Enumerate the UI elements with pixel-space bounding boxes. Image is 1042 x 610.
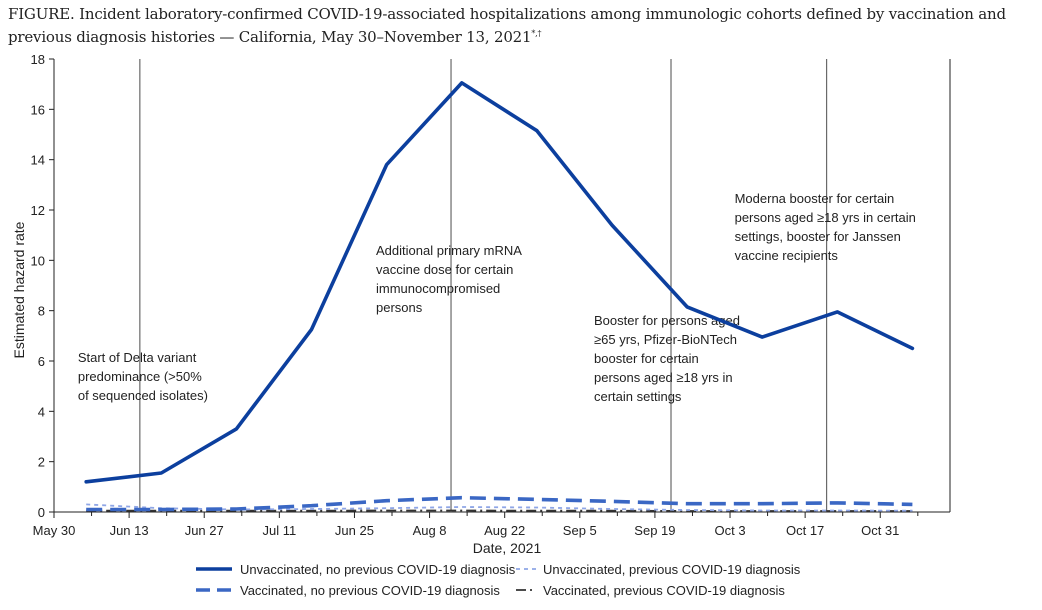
event-label-line: Booster for persons aged (594, 313, 740, 328)
event-label-line: of sequenced isolates) (78, 388, 208, 403)
event-label-line: Start of Delta variant (78, 350, 197, 365)
event-label-line: vaccine recipients (735, 248, 839, 263)
series-line (84, 81, 915, 484)
x-tick-label: Jun 25 (335, 523, 374, 538)
y-tick-label: 2 (38, 455, 45, 470)
legend-label: Vaccinated, previous COVID-19 diagnosis (543, 583, 785, 598)
x-tick-label: Oct 17 (786, 523, 824, 538)
x-tick-label: Jul 11 (262, 523, 296, 538)
x-axis: May 30 Jun 13 Jun 27 Jul 11 Jun 25 Aug 8 Aug 2… (33, 512, 919, 538)
y-tick-label: 18 (31, 52, 45, 67)
event-label-line: vaccine dose for certain (376, 262, 513, 277)
y-tick-label: 14 (31, 153, 45, 168)
x-tick-label: Oct 3 (714, 523, 745, 538)
figure-title-text: FIGURE. Incident laboratory-confirmed CO… (8, 5, 1006, 46)
y-tick-label: 12 (31, 203, 45, 218)
event-label-line: settings, booster for Janssen (735, 229, 901, 244)
x-tick-label: Aug 22 (484, 523, 525, 538)
legend-label: Unvaccinated, previous COVID-19 diagnosi… (543, 562, 801, 577)
y-tick-label: 10 (31, 253, 45, 268)
event-lines (139, 59, 828, 512)
event-label-line: persons aged ≥18 yrs in (594, 370, 733, 385)
y-tick-label: 16 (31, 102, 45, 117)
legend-label: Vaccinated, no previous COVID-19 diagnos… (240, 583, 500, 598)
y-tick-label: 4 (38, 404, 45, 419)
x-tick-label: Jun 13 (110, 523, 149, 538)
x-tick-label: Jun 27 (185, 523, 224, 538)
series-line (86, 495, 913, 512)
y-tick-label: 8 (38, 304, 45, 319)
series-line (86, 503, 913, 512)
event-label-line: immunocompromised (376, 281, 500, 296)
plot-frame (53, 59, 951, 513)
event-labels: Start of Delta variant predominance (>50%… (78, 191, 916, 404)
event-label-line: persons (376, 300, 423, 315)
event-label-line: Additional primary mRNA (376, 243, 522, 258)
y-tick-label: 0 (38, 505, 45, 520)
figure-title-footnote-marks: *,† (531, 29, 542, 38)
x-tick-label: Sep 5 (563, 523, 597, 538)
legend-label: Unvaccinated, no previous COVID-19 diagn… (240, 562, 516, 577)
x-tick-label: Aug 8 (413, 523, 447, 538)
y-axis-title: Estimated hazard rate (11, 221, 27, 358)
x-axis-title: Date, 2021 (473, 540, 542, 556)
x-tick-label: May 30 (33, 523, 76, 538)
figure-title: FIGURE. Incident laboratory-confirmed CO… (8, 4, 1038, 47)
event-label-line: predominance (>50% (78, 369, 202, 384)
x-tick-label: Oct 31 (861, 523, 899, 538)
x-tick-label: Sep 19 (634, 523, 675, 538)
legend: Unvaccinated, no previous COVID-19 diagn… (196, 562, 801, 598)
event-label-line: certain settings (594, 389, 682, 404)
event-label-line: booster for certain (594, 351, 699, 366)
event-label-line: ≥65 yrs, Pfizer-BioNTech (594, 332, 737, 347)
event-label-line: persons aged ≥18 yrs in certain (735, 210, 916, 225)
y-axis: 0 2 4 6 8 10 12 14 16 18 (31, 52, 54, 520)
series-lines (84, 81, 915, 512)
y-tick-label: 6 (38, 354, 45, 369)
event-label-line: Moderna booster for certain (735, 191, 895, 206)
